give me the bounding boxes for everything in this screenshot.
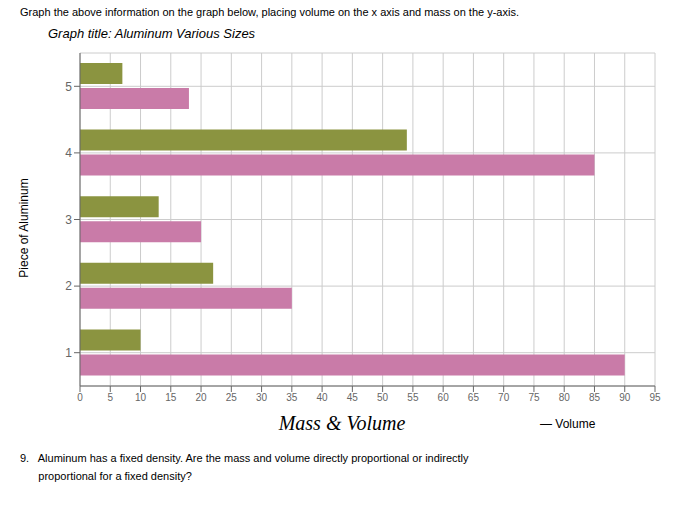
svg-text:15: 15 (165, 392, 177, 403)
html-text:Graph title: Aluminum Various: Graph title: Aluminum Various Sizes (48, 26, 256, 41)
svg-text:65: 65 (468, 392, 480, 403)
svg-text:5: 5 (107, 392, 113, 403)
svg-text:25: 25 (226, 392, 238, 403)
svg-text:95: 95 (649, 392, 661, 403)
svg-text:20: 20 (195, 392, 207, 403)
svg-text:30: 30 (256, 392, 268, 403)
svg-text:50: 50 (377, 392, 389, 403)
svg-text:10: 10 (135, 392, 147, 403)
svg-text:3: 3 (65, 213, 72, 227)
svg-text:85: 85 (589, 392, 601, 403)
svg-text:4: 4 (65, 146, 72, 160)
svg-text:1: 1 (65, 346, 72, 360)
svg-text:60: 60 (438, 392, 450, 403)
html-text:proportional for a fixed densi: proportional for a fixed density? (20, 470, 192, 482)
svg-text:2: 2 (65, 279, 72, 293)
svg-text:90: 90 (619, 392, 631, 403)
svg-text:40: 40 (317, 392, 329, 403)
html-text:Mass & Volume: Mass & Volume (278, 412, 406, 434)
svg-text:70: 70 (498, 392, 510, 403)
html-text:Piece of Aluminum: Piece of Aluminum (17, 178, 31, 278)
svg-text:75: 75 (528, 392, 540, 403)
svg-text:0: 0 (77, 392, 83, 403)
svg-text:5: 5 (65, 80, 72, 94)
svg-text:80: 80 (559, 392, 571, 403)
html-text:Graph the above information on: Graph the above information on the graph… (20, 6, 519, 18)
svg-text:35: 35 (286, 392, 298, 403)
html-text:9. Aluminum has a fixed densit: 9. Aluminum has a fixed density. Are the… (20, 452, 469, 464)
svg-text:45: 45 (347, 392, 359, 403)
svg-text:55: 55 (407, 392, 419, 403)
html-text:— Volume: — Volume (540, 417, 596, 431)
